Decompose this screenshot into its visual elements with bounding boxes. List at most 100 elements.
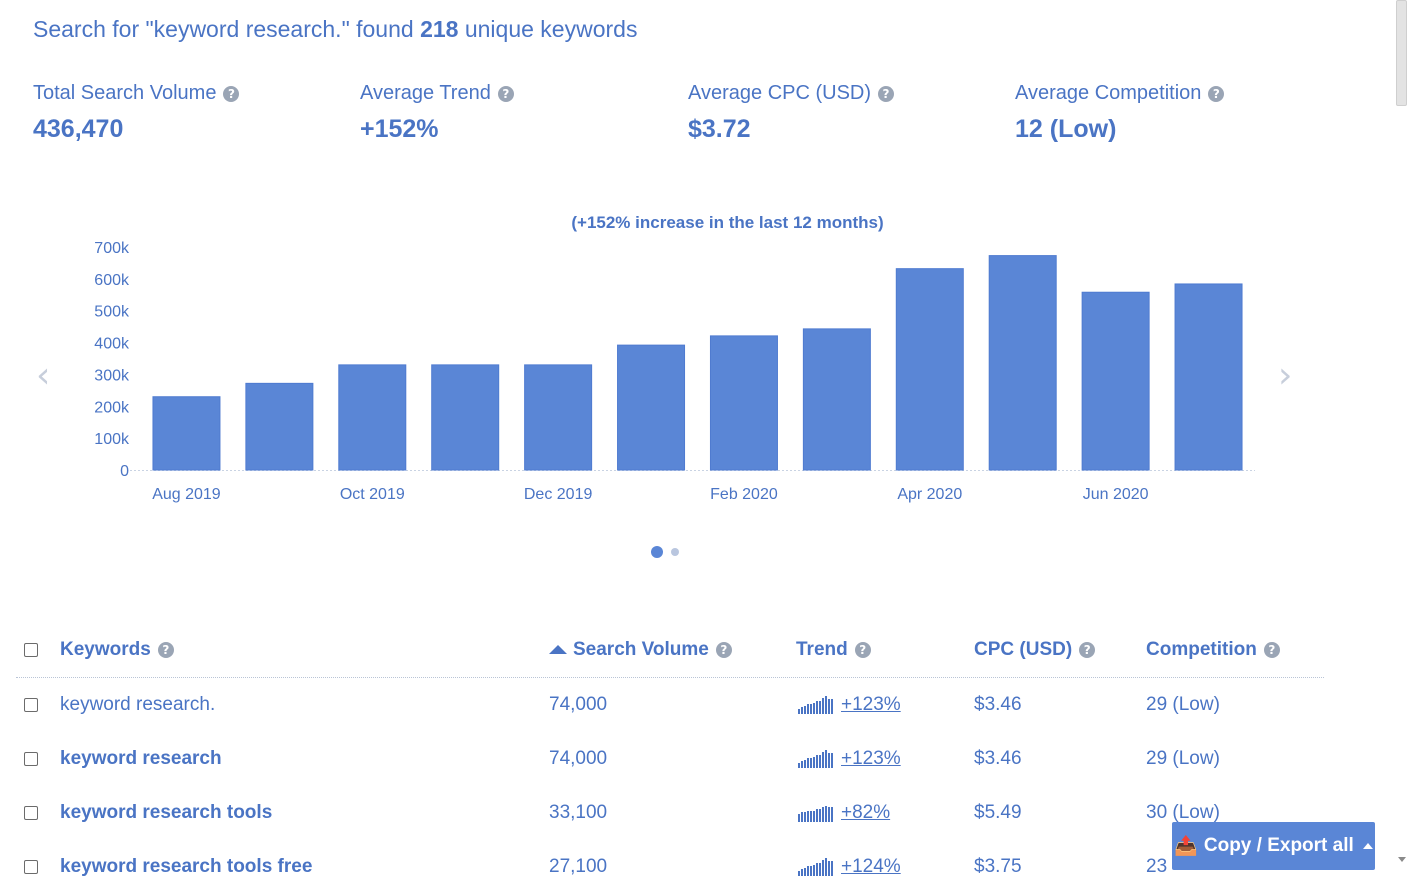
cpc-cell: $3.75 (974, 856, 1022, 877)
x-tick-label: Dec 2019 (524, 486, 593, 503)
sparkline-bar (804, 759, 806, 768)
question-circle-icon[interactable]: ? (157, 641, 174, 658)
sparkline-bar (828, 753, 830, 768)
question-circle-icon[interactable]: ? (1208, 85, 1225, 102)
header-search-volume[interactable]: Search Volume? (549, 622, 732, 677)
pagination-dot-active[interactable] (651, 546, 663, 558)
question-circle-icon[interactable]: ? (878, 85, 895, 102)
sparkline-bar (828, 699, 830, 714)
header-keywords-label: Keywords (60, 638, 151, 660)
header-keywords[interactable]: Keywords? (60, 622, 174, 677)
scrollbar-thumb[interactable] (1396, 0, 1407, 106)
y-tick-label: 500k (94, 304, 130, 321)
sparkline-bar (819, 862, 821, 876)
sparkline-bar (825, 805, 827, 822)
stat-label: Average Competition (1015, 82, 1202, 104)
row-checkbox[interactable] (24, 860, 38, 874)
competition-cell: 30 (Low) (1146, 802, 1220, 823)
volume-cell: 33,100 (549, 802, 608, 823)
trend-link[interactable]: +82% (841, 802, 891, 823)
volume-cell: 74,000 (549, 748, 608, 769)
keyword-cell[interactable]: keyword research tools (60, 802, 273, 823)
sparkline-bar (801, 812, 803, 822)
cpc-cell: $5.49 (974, 802, 1022, 823)
header-trend-label: Trend (796, 638, 848, 660)
pagination-dot[interactable] (671, 548, 679, 556)
keyword-cell[interactable]: keyword research (60, 748, 222, 769)
sparkline-bar (816, 700, 818, 714)
row-checkbox[interactable] (24, 698, 38, 712)
keyword-cell[interactable]: keyword research tools free (60, 856, 313, 877)
header-trend[interactable]: Trend? (796, 622, 871, 677)
sparkline-bar (804, 867, 806, 876)
sparkline-bar (816, 808, 818, 822)
x-tick-label: Apr 2020 (897, 486, 962, 503)
bar (338, 364, 407, 471)
stat-total-search-volume: Total Search Volume? 436,470 (33, 82, 240, 144)
header-competition-label: Competition (1146, 638, 1257, 660)
table-row[interactable]: keyword research tools 33,100 +82% $5.49 30 … (16, 786, 1324, 840)
row-checkbox[interactable] (24, 752, 38, 766)
copy-export-all-button[interactable]: 📤 Copy / Export all (1172, 822, 1375, 870)
question-circle-icon[interactable]: ? (223, 85, 240, 102)
page-scrollbar[interactable] (1395, 0, 1409, 866)
y-tick-label: 0 (120, 463, 129, 480)
sparkline-bar (831, 753, 833, 768)
header-cpc[interactable]: CPC (USD)? (974, 622, 1096, 677)
sparkline-bar (825, 750, 827, 768)
trend-chart: (+152% increase in the last 12 months) 0 1… (0, 200, 1409, 520)
sparkline-bar (798, 871, 800, 876)
trend-cell: +123% (798, 732, 901, 786)
trend-cell: +82% (798, 786, 890, 840)
sparkline-bar (810, 704, 812, 714)
stat-label: Average CPC (USD) (688, 82, 872, 104)
stat-label: Total Search Volume (33, 82, 217, 104)
sparkline-bar (807, 866, 809, 876)
sparkline-bar (825, 696, 827, 714)
sparkline-bar (798, 763, 800, 768)
sparkline-bar (810, 810, 812, 822)
sparkline-bar (810, 866, 812, 876)
sparkline-bar (822, 807, 824, 822)
row-checkbox[interactable] (24, 806, 38, 820)
sparkline-icon (798, 858, 833, 876)
scroll-down-arrow-icon[interactable] (1398, 857, 1406, 862)
x-tick-label: Oct 2019 (340, 486, 405, 503)
select-all-checkbox[interactable] (24, 642, 38, 657)
sparkline-bar (804, 705, 806, 714)
volume-cell: 27,100 (549, 856, 608, 877)
y-tick-label: 700k (94, 240, 130, 257)
chevron-left-icon[interactable]: ‹ (36, 355, 51, 396)
bar (1081, 291, 1150, 471)
sparkline-bar (813, 810, 815, 822)
sparkline-bar (825, 858, 827, 876)
sparkline-icon (798, 696, 833, 714)
sparkline-bar (798, 813, 800, 822)
chart-title: (+152% increase in the last 12 months) (571, 213, 883, 232)
sparkline-bar (807, 810, 809, 822)
sparkline-bar (807, 704, 809, 714)
table-row[interactable]: keyword research. 74,000 +123% $3.46 29 (Low… (16, 678, 1324, 732)
question-circle-icon[interactable]: ? (1263, 641, 1280, 658)
export-icon: 📤 (1174, 836, 1198, 857)
sparkline-bar (822, 751, 824, 768)
stat-average-trend: Average Trend? +152% (360, 82, 514, 144)
bar (245, 382, 314, 471)
chevron-right-icon[interactable]: › (1278, 355, 1293, 396)
question-circle-icon[interactable]: ? (715, 641, 732, 658)
sparkline-icon (798, 804, 833, 822)
sparkline-bar (801, 869, 803, 876)
trend-link[interactable]: +123% (841, 748, 901, 769)
keyword-cell[interactable]: keyword research. (60, 694, 216, 715)
sparkline-bar (807, 758, 809, 768)
question-circle-icon[interactable]: ? (497, 85, 514, 102)
table-row[interactable]: keyword research tools free 27,100 +124% $3… (16, 840, 1324, 894)
table-row[interactable]: keyword research 74,000 +123% $3.46 29 (Low) (16, 732, 1324, 786)
trend-link[interactable]: +123% (841, 694, 901, 715)
question-circle-icon[interactable]: ? (1079, 641, 1096, 658)
bar (802, 328, 871, 471)
header-competition[interactable]: Competition? (1146, 622, 1280, 677)
headline-suffix: unique keywords (458, 16, 638, 42)
question-circle-icon[interactable]: ? (854, 641, 871, 658)
trend-link[interactable]: +124% (841, 856, 901, 877)
